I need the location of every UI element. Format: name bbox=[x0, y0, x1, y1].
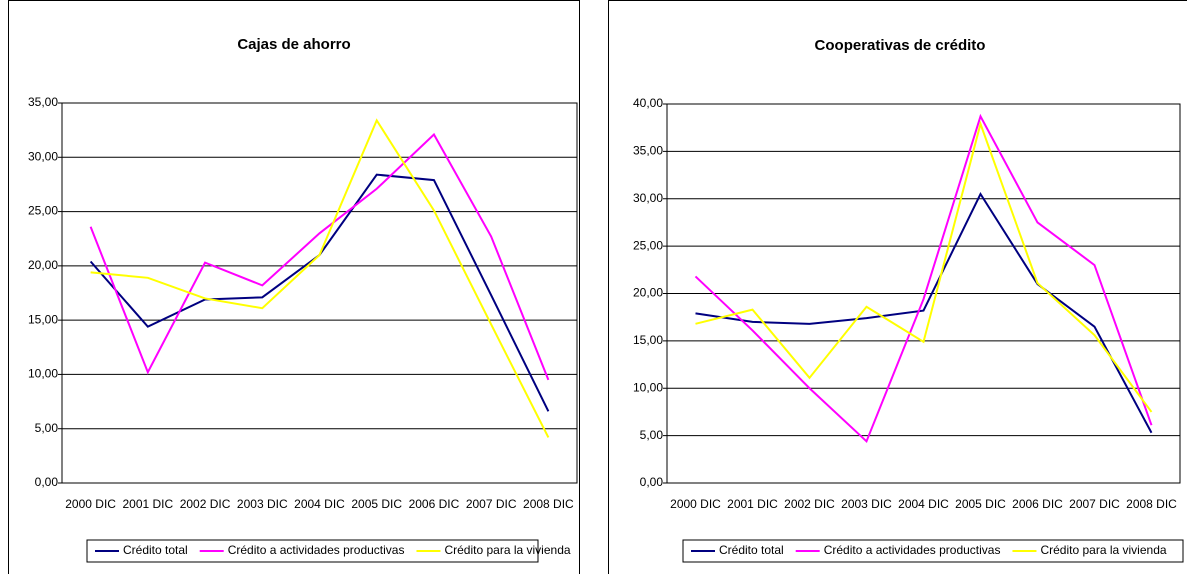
x-tick-label: 2000 DIC bbox=[65, 497, 116, 511]
x-tick-label: 2007 DIC bbox=[1069, 497, 1120, 511]
x-tick-label: 2005 DIC bbox=[351, 497, 402, 511]
legend-label: Crédito a actividades productivas bbox=[228, 543, 405, 557]
x-tick-label: 2002 DIC bbox=[180, 497, 231, 511]
y-tick-label: 30,00 bbox=[633, 191, 663, 205]
y-tick-label: 15,00 bbox=[28, 312, 58, 326]
x-tick-label: 2004 DIC bbox=[294, 497, 345, 511]
x-tick-label: 2003 DIC bbox=[841, 497, 892, 511]
chart-title: Cooperativas de crédito bbox=[815, 37, 986, 54]
x-tick-label: 2002 DIC bbox=[784, 497, 835, 511]
legend-label: Crédito total bbox=[719, 543, 784, 557]
y-tick-label: 20,00 bbox=[633, 286, 663, 300]
x-tick-label: 2003 DIC bbox=[237, 497, 288, 511]
y-tick-label: 35,00 bbox=[28, 95, 58, 109]
chart-frame bbox=[609, 1, 1187, 575]
x-tick-label: 2006 DIC bbox=[1012, 497, 1063, 511]
x-tick-label: 2007 DIC bbox=[466, 497, 517, 511]
chart-title: Cajas de ahorro bbox=[237, 36, 350, 53]
legend-label: Crédito para la vivienda bbox=[1040, 543, 1166, 557]
x-tick-label: 2008 DIC bbox=[523, 497, 574, 511]
y-tick-label: 15,00 bbox=[633, 333, 663, 347]
legend-label: Crédito a actividades productivas bbox=[824, 543, 1001, 557]
x-tick-label: 2005 DIC bbox=[955, 497, 1006, 511]
y-tick-label: 25,00 bbox=[633, 238, 663, 252]
x-tick-label: 2006 DIC bbox=[409, 497, 460, 511]
y-tick-label: 10,00 bbox=[28, 367, 58, 381]
y-tick-label: 0,00 bbox=[640, 475, 664, 489]
x-tick-label: 2001 DIC bbox=[727, 497, 778, 511]
y-tick-label: 40,00 bbox=[633, 96, 663, 110]
y-tick-label: 30,00 bbox=[28, 149, 58, 163]
y-tick-label: 10,00 bbox=[633, 380, 663, 394]
y-tick-label: 5,00 bbox=[640, 428, 664, 442]
x-tick-label: 2000 DIC bbox=[670, 497, 721, 511]
y-tick-label: 0,00 bbox=[35, 475, 59, 489]
legend-label: Crédito total bbox=[123, 543, 188, 557]
x-tick-label: 2004 DIC bbox=[898, 497, 949, 511]
legend-label: Crédito para la vivienda bbox=[444, 543, 570, 557]
y-tick-label: 35,00 bbox=[633, 144, 663, 158]
x-tick-label: 2008 DIC bbox=[1126, 497, 1177, 511]
chart-frame bbox=[9, 1, 580, 575]
y-tick-label: 20,00 bbox=[28, 258, 58, 272]
y-tick-label: 5,00 bbox=[35, 421, 59, 435]
x-tick-label: 2001 DIC bbox=[122, 497, 173, 511]
y-tick-label: 25,00 bbox=[28, 204, 58, 218]
